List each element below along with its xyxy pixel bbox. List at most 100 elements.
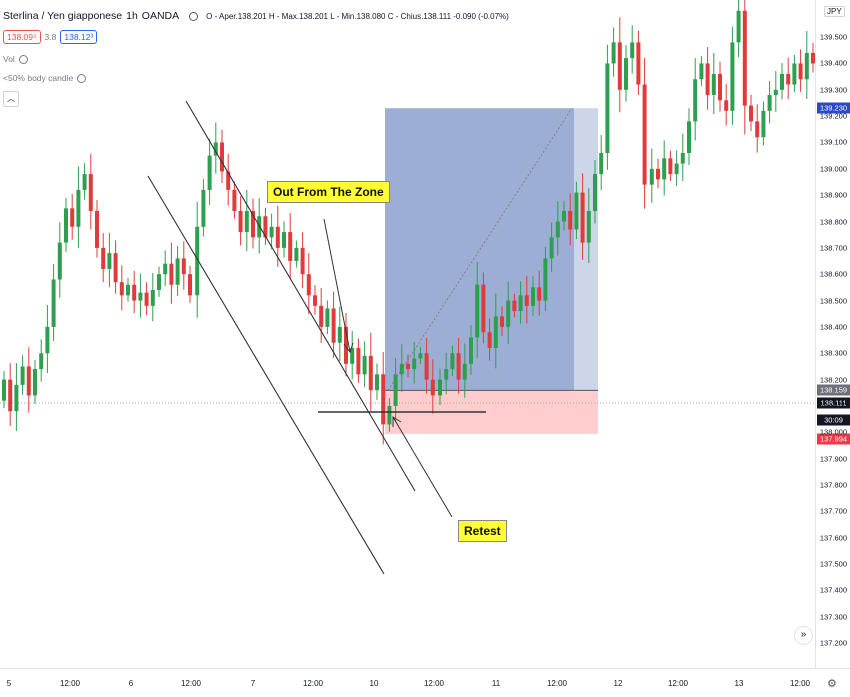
price-tick-label: 137.800 xyxy=(819,480,847,490)
eye-hidden-icon[interactable] xyxy=(18,54,28,64)
candle-body xyxy=(169,263,174,285)
candle-body xyxy=(14,384,19,412)
time-tick-label: 12:00 xyxy=(59,679,81,688)
candle-body xyxy=(95,210,99,248)
candle-body xyxy=(132,284,137,301)
time-tick-label: 10 xyxy=(369,679,379,688)
channel-lower-line xyxy=(147,175,385,575)
last-price-label: 138.111 xyxy=(817,397,850,409)
candle-body xyxy=(45,326,50,354)
candle-body xyxy=(282,232,286,248)
eye-hidden-icon[interactable] xyxy=(77,73,87,83)
chevron-up-icon[interactable]: ︿ xyxy=(3,91,19,107)
retest-callout[interactable]: Retest xyxy=(458,520,507,542)
candle-body xyxy=(157,274,161,291)
price-tick-label: 139.100 xyxy=(819,137,847,147)
candle-body xyxy=(107,253,112,269)
candle-body xyxy=(356,347,361,375)
candle-body xyxy=(275,226,280,248)
indicator-legend[interactable]: <50% body candle xyxy=(3,73,87,83)
candle-body xyxy=(543,258,548,301)
candle-body xyxy=(749,105,753,122)
candle-body xyxy=(64,208,68,243)
candle-body xyxy=(687,121,691,154)
candle-body xyxy=(642,84,647,185)
price-tick-label: 137.500 xyxy=(819,559,847,569)
candle-body xyxy=(518,295,523,312)
candle-body xyxy=(313,295,317,306)
candle-body xyxy=(337,326,342,343)
candle-body xyxy=(711,73,716,96)
price-tick-label: 139.500 xyxy=(819,32,847,42)
candle-body xyxy=(605,63,610,154)
candle-body xyxy=(381,374,386,425)
time-tick-label: 12:00 xyxy=(667,679,689,688)
channel-upper-line xyxy=(185,100,416,492)
volume-label: Vol xyxy=(3,54,15,64)
buy-button[interactable]: 138.12³ xyxy=(60,30,98,44)
candle-body xyxy=(724,100,729,111)
candle-body xyxy=(113,253,118,283)
candle-body xyxy=(39,353,44,370)
sell-button[interactable]: 138.09⁵ xyxy=(3,30,41,44)
ohlc-readout: O - Aper.138.201 H - Max.138.201 L - Min… xyxy=(206,11,509,21)
time-tick-label: 6 xyxy=(128,679,134,688)
candle-body xyxy=(238,210,243,233)
candle-body xyxy=(8,379,13,412)
candle-body xyxy=(668,158,673,175)
candle-body xyxy=(811,52,815,64)
candle-body xyxy=(537,287,542,301)
scroll-to-realtime-button[interactable]: » xyxy=(794,626,813,645)
time-tick-label: 12:00 xyxy=(180,679,202,688)
candle-body xyxy=(294,247,299,262)
candle-body xyxy=(624,58,628,90)
candle-body xyxy=(201,189,206,227)
candle-body xyxy=(798,63,803,80)
candle-body xyxy=(469,337,473,364)
candle-body xyxy=(755,121,760,138)
price-tick-label: 139.300 xyxy=(819,85,847,95)
candle-body xyxy=(368,355,373,391)
gear-icon[interactable]: ⚙ xyxy=(827,678,837,690)
timeframe-label[interactable]: 1h xyxy=(126,10,138,22)
candle-countdown-label: 30:09 xyxy=(817,414,850,426)
candle-body xyxy=(399,363,404,375)
candle-body xyxy=(257,216,262,238)
callout-arrow-retest xyxy=(392,416,453,518)
candle-body xyxy=(144,292,149,306)
candle-body xyxy=(475,284,480,338)
candle-body xyxy=(319,305,324,327)
candle-body xyxy=(119,282,124,296)
price-axis[interactable]: JPY 139.230 138.159 138.111 30:09 137.99… xyxy=(815,0,850,668)
candle-body xyxy=(406,363,410,370)
candle-body xyxy=(630,42,635,59)
candle-body xyxy=(375,374,379,391)
time-axis[interactable]: 5 12:00 6 12:00 7 12:00 10 12:00 11 12:00 12 12:00 1… xyxy=(0,668,850,697)
candle-body xyxy=(213,142,218,156)
candle-body xyxy=(33,369,37,396)
candle-body xyxy=(2,379,6,401)
currency-label[interactable]: JPY xyxy=(824,6,845,17)
price-tick-label: 138.200 xyxy=(819,375,847,385)
candle-body xyxy=(611,42,616,64)
spread-value: 3.8 xyxy=(44,32,57,42)
price-tick-label: 139.200 xyxy=(819,111,847,121)
candlestick-chart[interactable] xyxy=(0,0,815,668)
broker-label: OANDA xyxy=(141,10,180,22)
candle-body xyxy=(730,42,735,111)
candle-body xyxy=(306,274,311,296)
chart-plot-area[interactable]: Sterlina / Yen giapponese 1h OANDA O - A… xyxy=(0,0,815,668)
candle-body xyxy=(780,73,784,90)
candle-body xyxy=(524,295,529,306)
volume-legend[interactable]: Vol xyxy=(3,54,28,64)
time-tick-label: 5 xyxy=(6,679,12,688)
candle-body xyxy=(430,379,435,396)
candle-body xyxy=(244,210,249,233)
candle-body xyxy=(786,73,791,85)
price-tick-label: 137.200 xyxy=(819,638,847,648)
candle-body xyxy=(82,174,87,190)
out-from-the-zone-callout[interactable]: Out From The Zone xyxy=(267,181,390,203)
candle-body xyxy=(207,155,212,190)
symbol-title[interactable]: Sterlina / Yen giapponese xyxy=(3,10,123,22)
candle-body xyxy=(300,247,305,275)
